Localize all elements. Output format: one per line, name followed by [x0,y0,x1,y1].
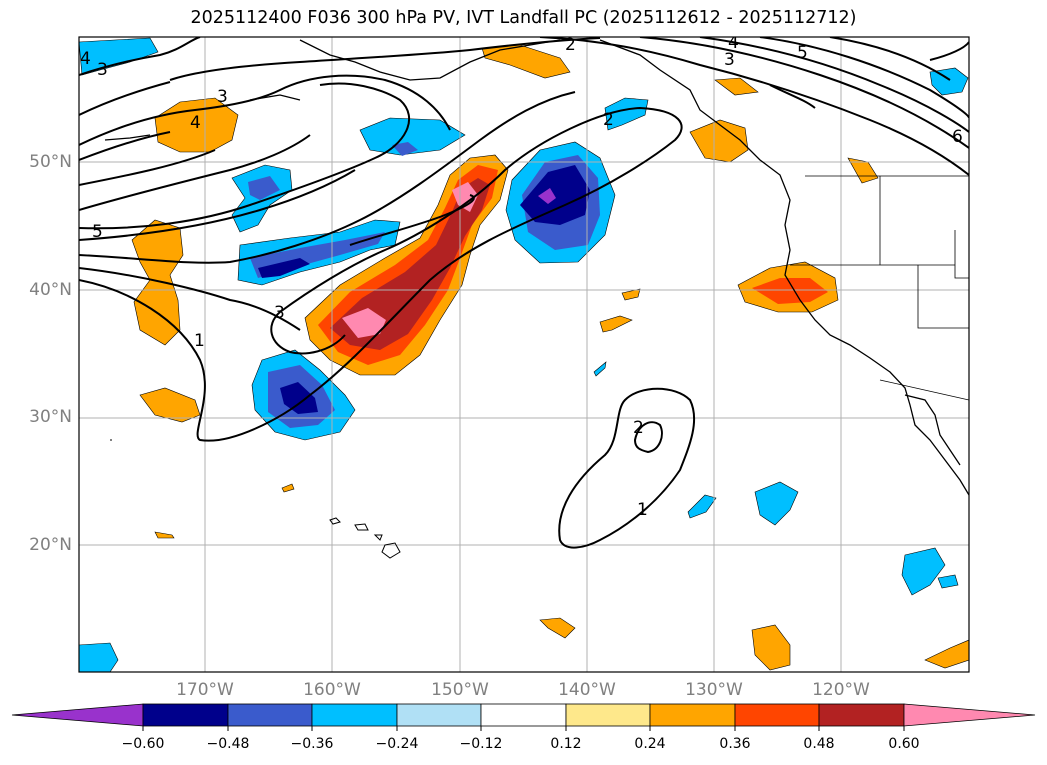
contour-label: 1 [194,331,205,351]
contour-label: 5 [92,222,103,242]
contour-label: 6 [952,127,963,147]
contour-label: 2 [565,35,576,55]
colorbar-swatch [734,703,820,727]
orange-blob-south-west [139,387,201,423]
contour-label: 4 [190,113,201,133]
contour-label: 5 [797,43,808,63]
lon-label: 160°W [303,680,361,700]
islands [110,439,401,559]
contour-label: 3 [97,60,108,80]
colorbar-swatch [227,703,313,727]
colorbar-tick-label: 0.36 [719,736,751,752]
contour-label: 3 [274,303,285,323]
graticule [79,37,969,672]
map-frame [78,36,970,673]
colorbar-tick-label: −0.24 [375,736,419,752]
colorbar-tick-label: −0.12 [459,736,503,752]
blue-blob-gulf [359,117,466,156]
colorbar-tick-label: 0.48 [803,736,835,752]
colorbar-tick-label: 0.12 [550,736,582,752]
contour-label: 1 [637,500,648,520]
colorbar-swatch [649,703,736,727]
contour-label: 3 [724,50,735,70]
blue-blob-sw [79,642,119,672]
colorbar-tick-label: −0.48 [206,736,250,752]
colorbar-tick-label: 0.24 [634,736,666,752]
colorbar-swatch [311,703,398,727]
blue-blob-north [604,97,649,131]
pv-contour-2-south [633,421,663,454]
orange-blob-ne [481,44,571,79]
colorbar-swatch [142,703,229,727]
pv-contour-labels: 1 1 2 2 2 3 3 3 3 4 4 4 5 5 6 [80,33,963,520]
lat-label: 50°N [29,152,72,172]
political-borders [790,175,969,401]
pv-contour-1 [79,106,683,442]
lon-label: 130°W [685,680,743,700]
colorbar-swatch [480,703,567,727]
colorbar [11,703,1036,727]
lon-label: 120°W [812,680,870,700]
contour-label: 2 [633,418,644,438]
blue-blob-coast [929,67,969,96]
pv-contour-1-south [558,387,696,549]
contour-label: 3 [217,87,228,107]
lat-label: 20°N [29,535,72,555]
chart-title: 2025112400 F036 300 hPa PV, IVT Landfall… [190,8,857,28]
blue-blob-se1 [754,481,799,526]
orange-blob-coast [689,119,749,163]
contour-label: 2 [603,110,614,130]
colorbar-swatch [818,703,905,727]
contour-label: 4 [80,49,91,69]
lon-label: 150°W [431,680,489,700]
colorbar-tick-label: 0.60 [888,736,920,752]
lat-label: 30°N [29,407,72,427]
lon-label: 140°W [558,680,616,700]
contour-label: 4 [728,33,739,53]
orange-blob-nw [154,97,239,153]
pv-contours [79,37,969,549]
colorbar-tick-label: −0.36 [290,736,334,752]
colorbar-tick-label: −0.60 [121,736,165,752]
colorbar-extend-max [903,703,1036,727]
blue-blob-se2 [901,547,946,596]
lon-label: 170°W [176,680,234,700]
colorbar-extend-min [11,703,144,727]
lat-label: 40°N [29,280,72,300]
colorbar-swatch [396,703,482,727]
colorbar-swatch [565,703,651,727]
